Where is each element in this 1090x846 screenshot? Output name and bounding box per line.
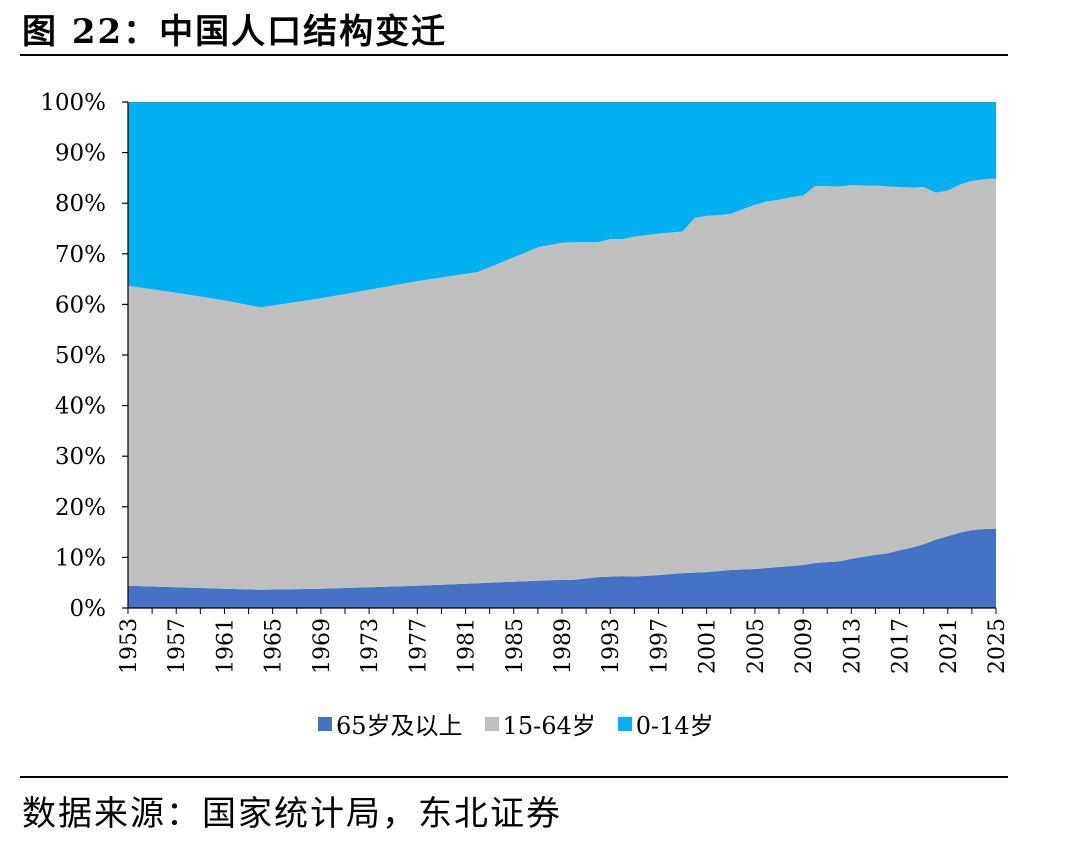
axes: 0% 10% 20% 30% 40% 50% 60% 70% 80% 90% 100% 1953 195…: [40, 90, 1010, 674]
legend-label: 0-14岁: [635, 712, 714, 740]
x-tick-label: 1961: [213, 618, 238, 674]
x-tick-label: 2009: [792, 618, 817, 674]
y-tick-label: 40%: [55, 394, 106, 420]
x-tick-label: 1969: [310, 618, 335, 674]
x-tick-label: 1993: [599, 618, 624, 674]
bottom-rule: [20, 776, 1008, 778]
x-tick-label: 1981: [455, 618, 480, 674]
x-tick-label: 2013: [840, 618, 865, 674]
legend-label: 65岁及以上: [336, 712, 463, 740]
legend-item-0: 65岁及以上: [318, 706, 463, 741]
y-tick-label: 100%: [40, 90, 106, 116]
area-series-2: [128, 102, 996, 308]
x-tick-label: 1957: [165, 618, 190, 674]
y-tick-label: 60%: [55, 292, 106, 318]
legend: 65岁及以上 15-64岁 0-14岁: [318, 706, 714, 741]
x-tick-label: 1965: [262, 618, 287, 674]
x-tick-label: 1977: [406, 618, 431, 674]
x-tick-label: 1989: [551, 618, 576, 674]
y-tick-label: 30%: [55, 444, 106, 470]
legend-swatch: [617, 716, 632, 731]
x-tick-label: 1953: [117, 618, 142, 674]
x-tick-label: 1985: [503, 618, 528, 674]
legend-label: 15-64岁: [502, 712, 596, 740]
area-series-0: [128, 528, 996, 608]
x-tick-label: 2017: [889, 618, 914, 674]
legend-swatch: [484, 716, 499, 731]
y-tick-label: 70%: [55, 242, 106, 268]
x-tick-label: 2025: [985, 618, 1010, 674]
x-tick-label: 2005: [744, 618, 769, 674]
x-tick-label: 2021: [937, 618, 962, 674]
y-tick-label: 90%: [55, 141, 106, 167]
figure-title: 图 22：中国人口结构变迁: [22, 12, 448, 52]
legend-item-2: 0-14岁: [617, 706, 714, 741]
x-tick-label: 1973: [358, 618, 383, 674]
legend-swatch: [318, 716, 332, 731]
top-rule: [20, 54, 1008, 56]
y-tick-label: 50%: [55, 343, 106, 369]
y-tick-label: 0%: [70, 596, 107, 622]
y-tick-label: 10%: [55, 545, 106, 571]
x-tick-label: 2001: [696, 618, 721, 674]
legend-item-1: 15-64岁: [484, 706, 596, 741]
y-tick-label: 20%: [55, 495, 106, 521]
x-tick-label: 1997: [647, 618, 672, 674]
area-layers: [128, 102, 996, 608]
area-series-1: [128, 178, 996, 590]
source-note: 数据来源：国家统计局，东北证券: [22, 794, 562, 834]
y-tick-label: 80%: [55, 191, 106, 217]
